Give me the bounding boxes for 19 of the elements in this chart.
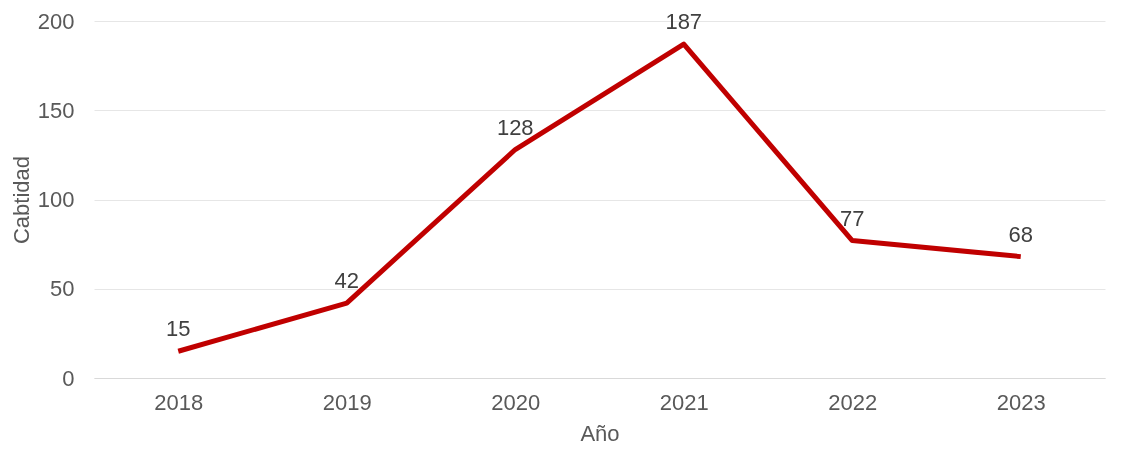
x-tick-label: 2023 — [996, 389, 1046, 415]
x-tick-label: 2019 — [322, 389, 372, 415]
x-axis-title: Año — [580, 420, 620, 446]
data-label: 42 — [334, 268, 359, 294]
y-tick-label: 0 — [62, 365, 75, 391]
x-tick-label: 2020 — [491, 389, 541, 415]
y-tick-label: 200 — [37, 8, 75, 34]
x-tick-label: 2018 — [154, 389, 204, 415]
data-label: 77 — [840, 205, 865, 231]
x-tick-label: 2022 — [828, 389, 878, 415]
y-axis-title: Cabtidad — [8, 155, 34, 245]
x-tick-label: 2021 — [659, 389, 709, 415]
y-tick-label: 100 — [37, 187, 75, 212]
data-label: 68 — [1008, 221, 1033, 247]
data-label: 128 — [496, 114, 534, 140]
y-tick-label: 50 — [50, 276, 75, 302]
data-label: 187 — [665, 9, 703, 35]
y-tick-label: 150 — [37, 97, 75, 123]
data-label: 15 — [166, 316, 191, 342]
